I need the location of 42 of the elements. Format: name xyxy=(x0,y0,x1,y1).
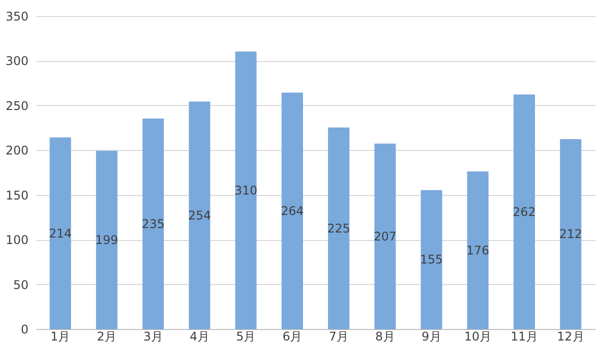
bar xyxy=(467,171,489,330)
x-tick-label: 12月 xyxy=(557,330,584,344)
bar xyxy=(514,94,535,330)
data-label: 199 xyxy=(95,233,118,248)
data-label: 254 xyxy=(188,208,211,222)
x-tick-label: 1月 xyxy=(50,330,70,344)
data-label: 212 xyxy=(559,227,582,242)
x-tick-label: 4月 xyxy=(190,330,210,344)
bar xyxy=(142,118,164,330)
x-tick-label: 6月 xyxy=(282,330,302,344)
x-tick-label: 3月 xyxy=(143,330,163,344)
y-tick-label: 50 xyxy=(13,278,28,292)
y-tick-label: 100 xyxy=(6,233,28,248)
x-tick-label: 11月 xyxy=(510,330,538,344)
data-label: 155 xyxy=(420,252,443,267)
y-tick-label: 200 xyxy=(6,144,28,158)
y-tick-label: 300 xyxy=(6,54,28,68)
bar xyxy=(235,52,257,330)
data-label: 262 xyxy=(512,204,536,219)
bar xyxy=(96,150,118,330)
x-tick-label: 7月 xyxy=(328,330,349,344)
bar xyxy=(374,144,396,330)
x-tick-label: 5月 xyxy=(236,330,256,344)
data-label: 310 xyxy=(234,183,258,198)
x-tick-label: 10月 xyxy=(464,330,492,344)
bar xyxy=(282,92,303,330)
bar xyxy=(188,102,210,330)
y-tick-label: 250 xyxy=(6,98,28,113)
x-tick-label: 8月 xyxy=(375,330,395,344)
y-tick-label: 350 xyxy=(6,10,28,24)
data-label: 235 xyxy=(142,216,165,231)
data-label: 225 xyxy=(327,221,350,236)
bar xyxy=(560,139,582,330)
y-tick-label: 0 xyxy=(20,322,28,336)
bar xyxy=(50,137,72,330)
y-tick-label: 150 xyxy=(6,188,28,202)
data-label: 176 xyxy=(466,243,490,258)
data-label: 207 xyxy=(374,229,397,244)
x-tick-label: 2月 xyxy=(96,330,117,344)
x-tick-label: 9月 xyxy=(422,330,442,344)
bar xyxy=(420,190,442,330)
bar xyxy=(328,128,350,330)
